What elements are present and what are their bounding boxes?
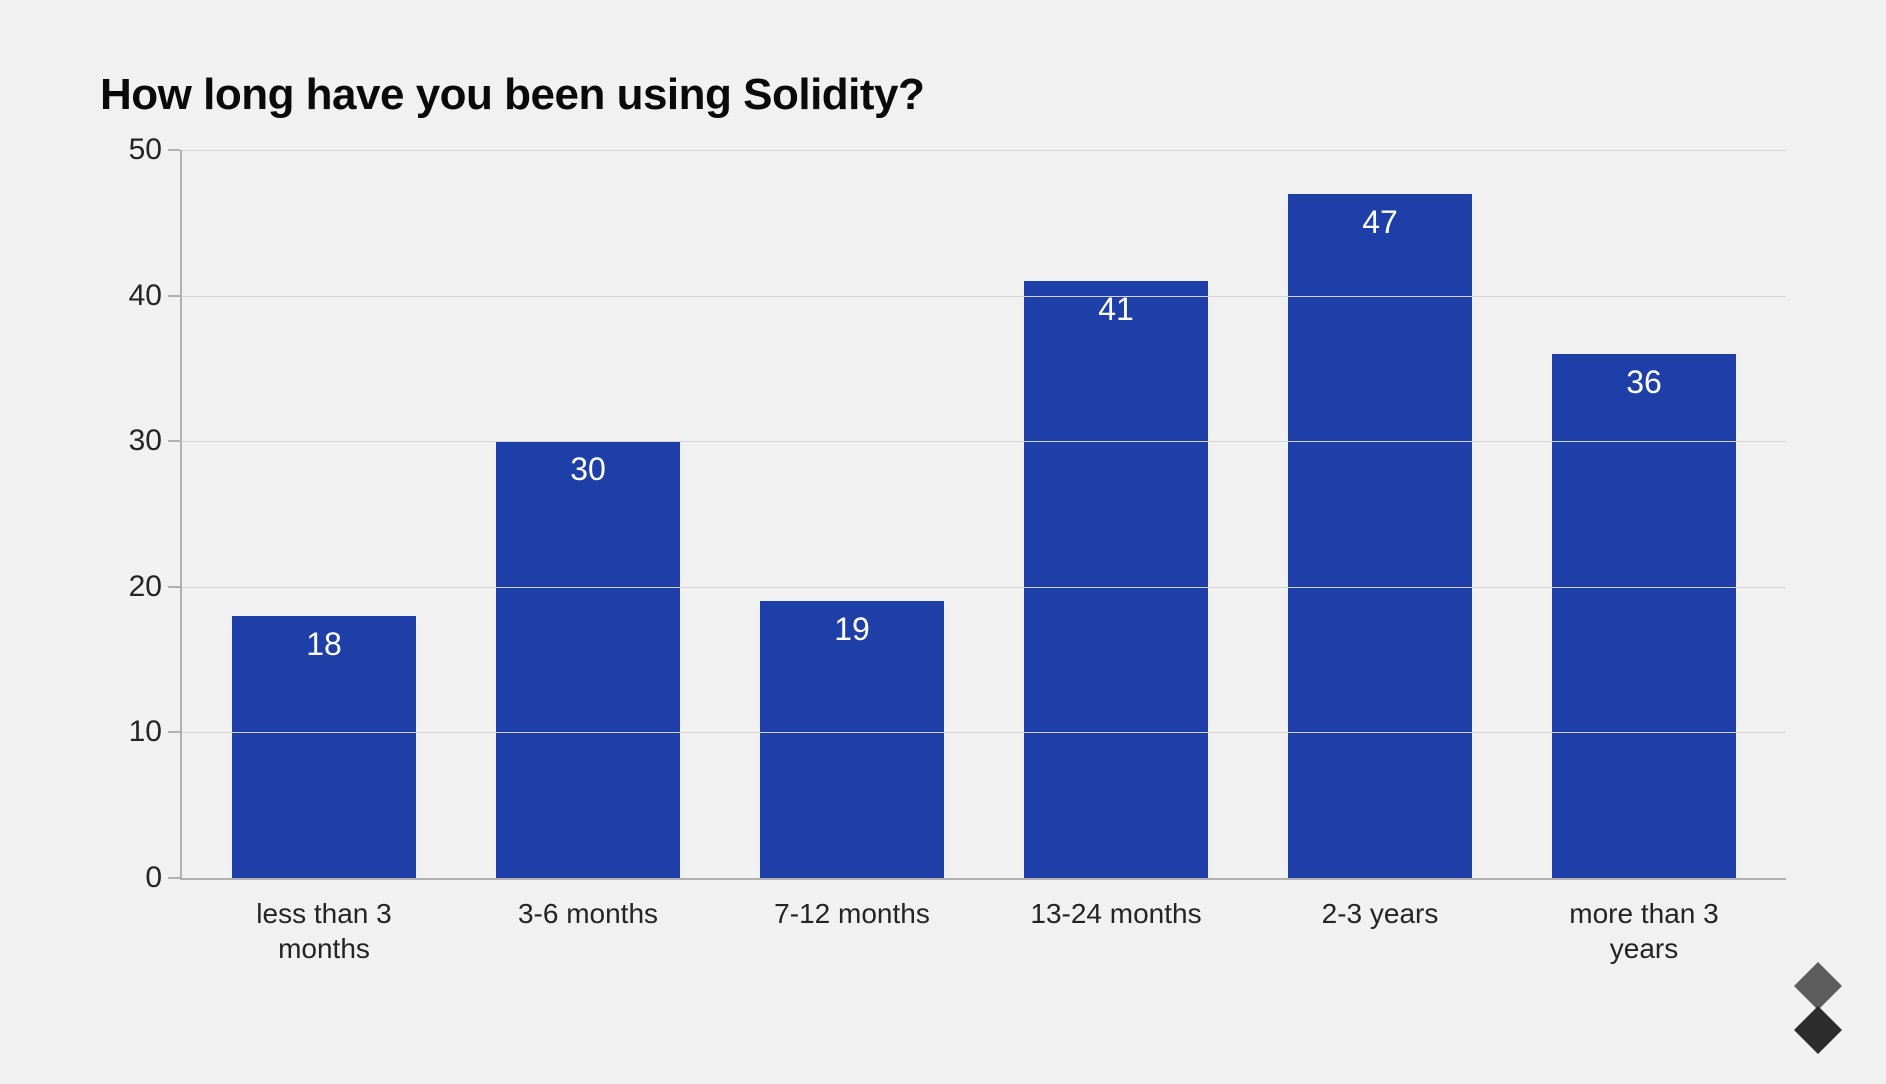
y-tick [168,586,180,588]
gridline [182,296,1786,297]
gridline [182,150,1786,151]
x-axis-label: 13-24 months [1016,896,1216,931]
y-axis-label: 10 [102,715,162,749]
bar: 41 [1024,281,1209,878]
bar-value-label: 36 [1552,364,1737,401]
chart-plot-area: 18less than 3 months303-6 months197-12 m… [180,150,1786,880]
bar: 19 [760,601,945,878]
solidity-logo-icon [1786,960,1850,1056]
bar-value-label: 18 [232,626,417,663]
x-axis-label: 7-12 months [752,896,952,931]
bar: 18 [232,616,417,878]
gridline [182,441,1786,442]
chart-page: How long have you been using Solidity? 1… [0,0,1886,1084]
bars-group: 18less than 3 months303-6 months197-12 m… [182,150,1786,878]
y-axis-label: 50 [102,133,162,167]
y-axis-label: 30 [102,424,162,458]
x-axis-label: 2-3 years [1280,896,1480,931]
x-axis-label: 3-6 months [488,896,688,931]
bar-slot: 18less than 3 months [192,150,456,878]
gridline [182,732,1786,733]
bar-value-label: 41 [1024,291,1209,328]
y-tick [168,731,180,733]
chart-title: How long have you been using Solidity? [100,70,1786,120]
bar: 30 [496,441,681,878]
y-axis-label: 0 [102,861,162,895]
y-tick [168,877,180,879]
y-tick [168,149,180,151]
gridline [182,587,1786,588]
x-axis-label: less than 3 months [224,896,424,966]
bar-value-label: 19 [760,611,945,648]
y-axis-label: 40 [102,279,162,313]
solidity-logo-svg [1786,960,1850,1056]
bar-slot: 472-3 years [1248,150,1512,878]
bar-slot: 197-12 months [720,150,984,878]
x-axis-label: more than 3 years [1544,896,1744,966]
bar-slot: 303-6 months [456,150,720,878]
bar-slot: 36more than 3 years [1512,150,1776,878]
bar: 36 [1552,354,1737,878]
y-tick [168,440,180,442]
bar-slot: 4113-24 months [984,150,1248,878]
bar-value-label: 30 [496,451,681,488]
bar-value-label: 47 [1288,204,1473,241]
y-tick [168,295,180,297]
chart-container: 18less than 3 months303-6 months197-12 m… [100,150,1786,980]
y-axis-label: 20 [102,570,162,604]
